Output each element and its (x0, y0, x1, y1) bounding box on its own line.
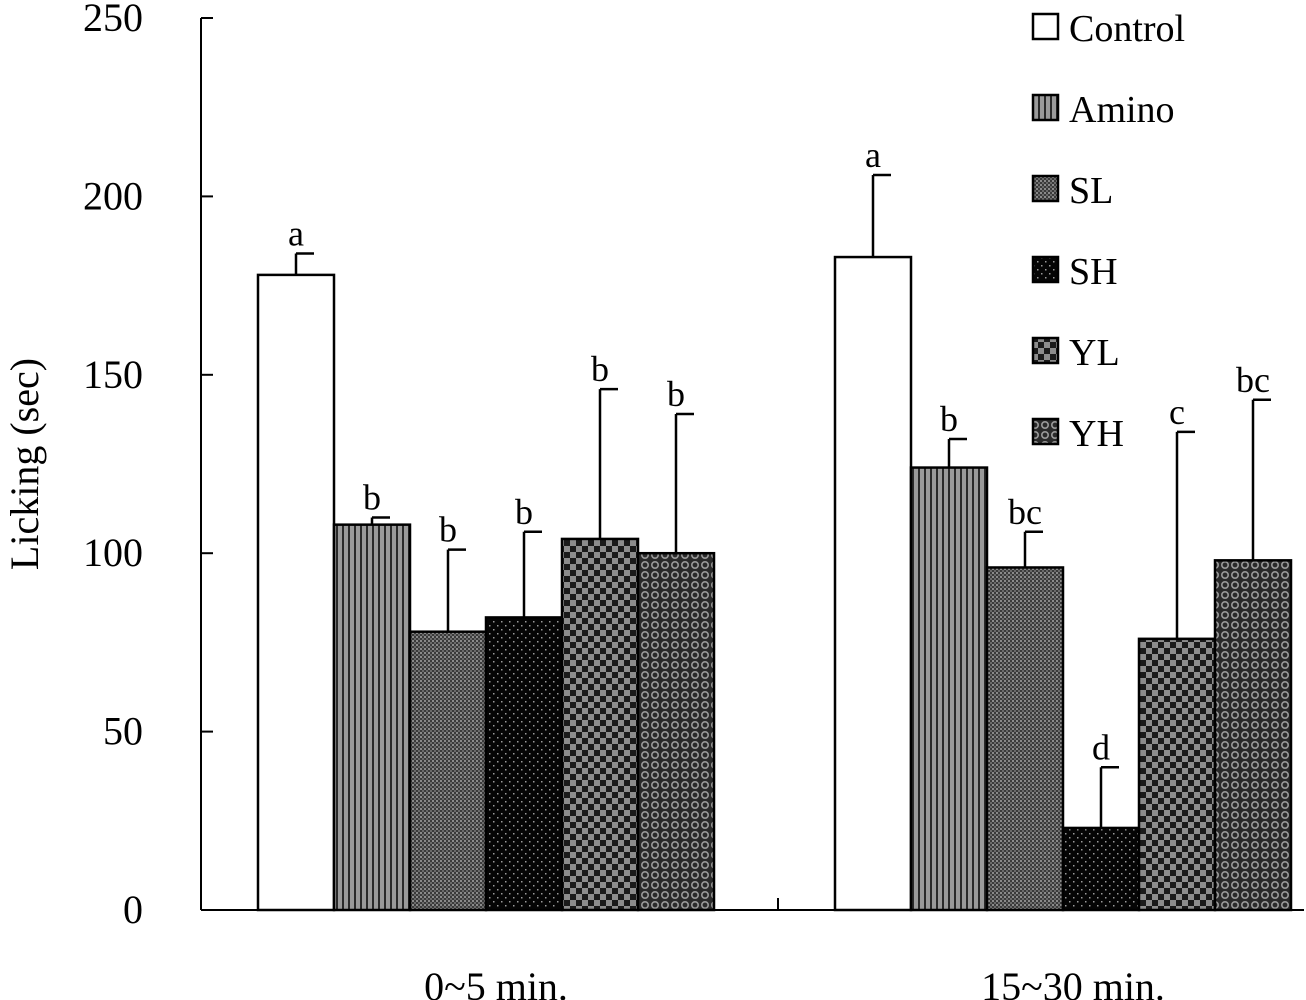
bar-sl (408, 630, 488, 912)
bar-yl (560, 537, 640, 912)
legend-label-yl: YL (1069, 332, 1120, 374)
legend-swatch-yl (1031, 336, 1060, 365)
significance-label: a (865, 135, 881, 175)
significance-label: a (288, 213, 304, 253)
x-category-label: 0~5 min. (424, 964, 568, 1000)
bar-yh (636, 551, 716, 912)
significance-label: bc (1236, 360, 1270, 400)
bar-control (256, 273, 336, 912)
bar-yh (1213, 559, 1293, 912)
legend-label-control: Control (1069, 8, 1185, 50)
legend-swatch-yh (1031, 417, 1060, 446)
bar-sh (1061, 826, 1141, 912)
bar-yl (1137, 637, 1217, 912)
legend-label-yh: YH (1069, 413, 1124, 455)
significance-label: c (1169, 392, 1185, 432)
legend-swatch-sh (1031, 255, 1060, 284)
significance-label: b (515, 492, 533, 532)
y-tick-label: 200 (83, 173, 143, 218)
bar-sl (985, 566, 1065, 912)
y-tick-label: 100 (83, 530, 143, 575)
bar-amino (909, 466, 989, 912)
y-tick-label: 0 (123, 887, 143, 932)
legend-swatch-control (1031, 12, 1060, 41)
significance-label: b (363, 478, 381, 518)
significance-label: b (667, 374, 685, 414)
significance-label: d (1092, 727, 1110, 767)
y-tick-label: 250 (83, 0, 143, 40)
significance-label: b (439, 510, 457, 550)
significance-label: b (940, 399, 958, 439)
legend-label-amino: Amino (1069, 89, 1175, 131)
legend-swatch-sl (1031, 174, 1060, 203)
y-tick-label: 150 (83, 352, 143, 397)
bar-control (833, 255, 913, 912)
x-category-label: 15~30 min. (981, 964, 1165, 1000)
y-tick-label: 50 (103, 709, 143, 754)
legend-label-sh: SH (1069, 251, 1118, 293)
bar-amino (332, 523, 412, 912)
legend-swatch-amino (1031, 93, 1060, 122)
legend-label-sl: SL (1069, 170, 1113, 212)
significance-label: bc (1008, 492, 1042, 532)
significance-label: b (591, 349, 609, 389)
bar-sh (484, 616, 564, 912)
y-axis-label: Licking (sec) (2, 358, 47, 570)
